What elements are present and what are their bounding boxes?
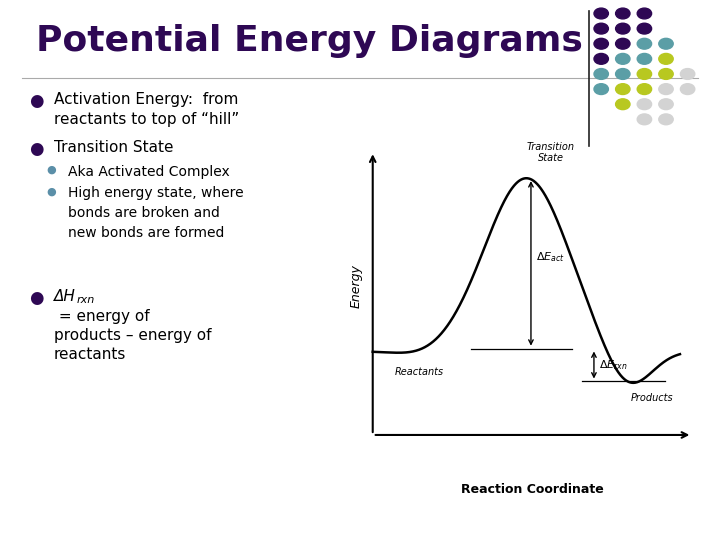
Text: Reaction Coordinate: Reaction Coordinate (461, 483, 604, 496)
Text: Activation Energy:  from: Activation Energy: from (54, 92, 238, 107)
Text: ●: ● (47, 186, 57, 197)
Text: reactants: reactants (54, 347, 127, 362)
Text: Transition State: Transition State (54, 140, 174, 156)
Text: products – energy of: products – energy of (54, 328, 212, 343)
Text: Potential Energy Diagrams: Potential Energy Diagrams (36, 24, 583, 58)
Text: rxn: rxn (76, 295, 94, 306)
Text: Reactants: Reactants (395, 367, 444, 376)
Text: reactants to top of “hill”: reactants to top of “hill” (54, 112, 239, 127)
Text: $\Delta E_{rxn}$: $\Delta E_{rxn}$ (598, 358, 627, 372)
Text: ●: ● (29, 140, 43, 158)
Text: bonds are broken and: bonds are broken and (68, 206, 220, 220)
Text: ●: ● (29, 92, 43, 110)
Text: new bonds are formed: new bonds are formed (68, 226, 225, 240)
Text: ●: ● (29, 289, 43, 307)
Text: High energy state, where: High energy state, where (68, 186, 244, 200)
Text: Products: Products (631, 394, 674, 403)
Text: ΔH: ΔH (54, 289, 76, 304)
Text: Energy: Energy (349, 264, 362, 308)
Text: ●: ● (47, 165, 57, 175)
Text: Aka Activated Complex: Aka Activated Complex (68, 165, 230, 179)
Text: Transition
State: Transition State (527, 141, 575, 163)
Text: = energy of: = energy of (54, 309, 150, 324)
Text: $\Delta E_{act}$: $\Delta E_{act}$ (536, 251, 564, 265)
